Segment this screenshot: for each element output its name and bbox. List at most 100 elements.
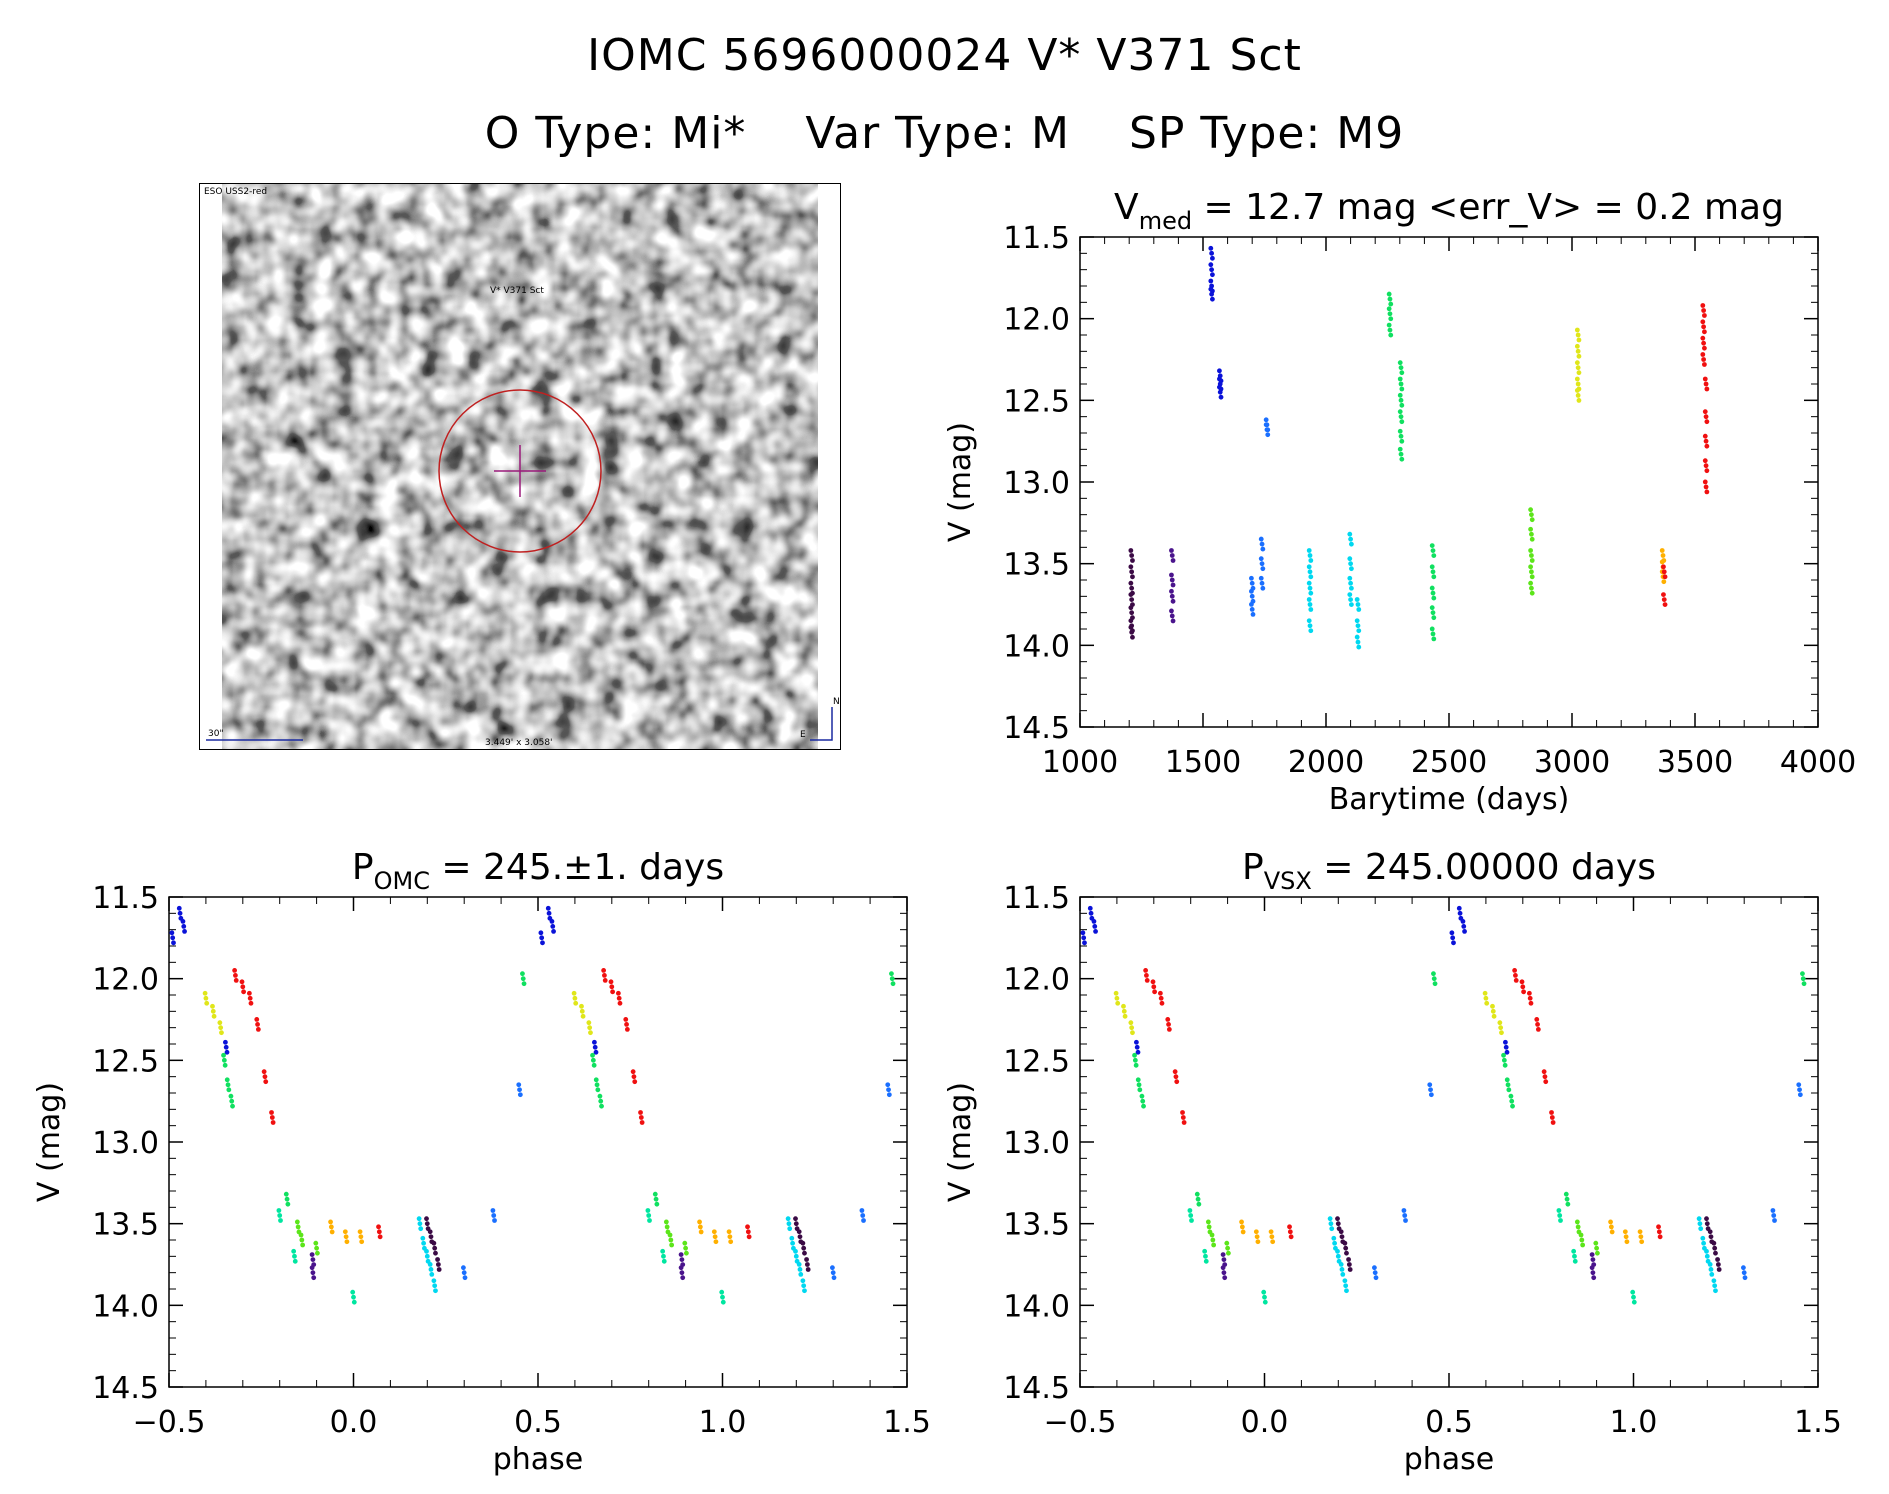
data-point — [262, 1074, 268, 1080]
data-point — [594, 1082, 600, 1088]
data-point — [1354, 597, 1360, 602]
data-point — [1397, 376, 1403, 382]
y-tick-label: 11.5 — [92, 881, 159, 916]
data-point — [1217, 389, 1223, 395]
data-point — [1428, 1087, 1433, 1093]
y-tick-label: 12.5 — [1003, 1044, 1070, 1079]
data-point — [551, 929, 556, 934]
data-point — [540, 940, 545, 946]
data-series — [1143, 968, 1663, 1240]
data-point — [1349, 566, 1354, 572]
y-tick-label: 13.0 — [92, 1126, 159, 1161]
data-point — [547, 915, 553, 921]
data-point — [579, 1008, 585, 1014]
data-point — [1701, 308, 1707, 313]
data-point — [269, 1110, 274, 1115]
data-point — [1210, 296, 1215, 302]
data-point — [1398, 365, 1404, 371]
data-point — [1262, 1299, 1268, 1305]
data-point — [309, 1265, 315, 1271]
data-point — [1451, 940, 1456, 946]
data-point — [1430, 610, 1436, 616]
data-point — [433, 1288, 438, 1294]
data-point — [1608, 1224, 1614, 1230]
data-point — [590, 1057, 596, 1063]
data-point — [624, 1027, 630, 1032]
data-point — [521, 981, 527, 987]
data-point — [1501, 1052, 1506, 1058]
y-tick-label: 12.0 — [92, 963, 159, 998]
field-size-label: 3.449' x 3.058' — [485, 738, 553, 748]
data-point — [1528, 1000, 1534, 1006]
data-point — [1430, 569, 1436, 575]
data-point — [1550, 1120, 1556, 1125]
data-point — [247, 995, 253, 1001]
data-point — [1128, 592, 1134, 597]
data-point — [1354, 618, 1360, 624]
data-point — [1114, 995, 1120, 1001]
data-point — [1535, 1022, 1540, 1027]
x-tick-label: 1000 — [1042, 745, 1118, 780]
data-point — [314, 1245, 319, 1251]
data-point — [1346, 1257, 1351, 1262]
y-tick-label: 13.5 — [1003, 1208, 1070, 1243]
data-point — [697, 1224, 703, 1230]
data-point — [1528, 580, 1534, 586]
data-point — [1258, 575, 1264, 581]
data-point — [1128, 1020, 1134, 1026]
data-point — [797, 1234, 803, 1240]
data-point — [720, 1294, 725, 1300]
data-point — [1386, 306, 1392, 312]
data-point — [516, 1082, 522, 1088]
data-series — [424, 1216, 811, 1272]
data-point — [800, 1278, 806, 1284]
data-point — [1335, 1248, 1340, 1254]
data-point — [1348, 536, 1353, 542]
data-point — [1659, 559, 1665, 565]
y-tick-label: 14.5 — [1003, 1371, 1070, 1406]
data-point — [591, 1039, 597, 1045]
data-point — [254, 1017, 260, 1022]
data-point — [1133, 1039, 1139, 1045]
data-point — [219, 1030, 224, 1036]
data-point — [1623, 1234, 1629, 1240]
data-point — [1209, 291, 1215, 297]
finder-left-margin — [200, 184, 222, 749]
data-point — [1308, 558, 1314, 563]
data-point — [1398, 451, 1404, 457]
data-point — [1328, 1221, 1334, 1227]
data-point — [1173, 1074, 1179, 1080]
data-point — [1430, 631, 1436, 637]
data-point — [1205, 1219, 1211, 1225]
data-point — [1716, 1267, 1722, 1272]
data-point — [1217, 384, 1222, 390]
data-point — [593, 1077, 599, 1083]
data-point — [1535, 1027, 1541, 1032]
data-point — [646, 1213, 652, 1218]
data-point — [595, 1087, 601, 1093]
data-point — [1399, 386, 1405, 392]
data-point — [1189, 1218, 1194, 1223]
y-tick-label: 12.0 — [1003, 963, 1070, 998]
x-tick-label: 3000 — [1534, 745, 1610, 780]
data-point — [357, 1229, 363, 1235]
data-point — [1144, 973, 1149, 978]
data-point — [639, 1120, 645, 1125]
data-point — [1529, 569, 1534, 575]
data-point — [1543, 1079, 1549, 1085]
data-point — [615, 990, 621, 996]
data-point — [1576, 370, 1582, 376]
data-point — [601, 968, 607, 973]
data-point — [1170, 598, 1176, 604]
data-point — [797, 1267, 803, 1272]
data-point — [1224, 1240, 1230, 1246]
data-point — [210, 1008, 216, 1014]
data-point — [1461, 924, 1467, 929]
data-point — [573, 1000, 579, 1006]
data-point — [1429, 585, 1435, 591]
data-point — [1130, 1030, 1135, 1036]
data-point — [668, 1237, 674, 1243]
data-point — [1249, 607, 1255, 612]
data-point — [1510, 1103, 1515, 1109]
